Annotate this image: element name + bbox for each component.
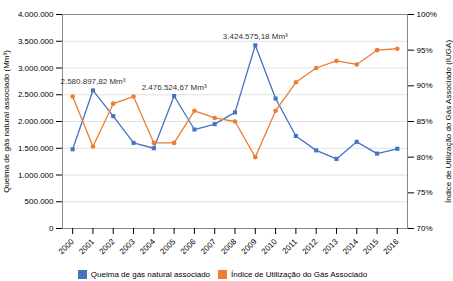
svg-text:2.580.897,82 Mm³: 2.580.897,82 Mm³ (60, 77, 125, 86)
svg-text:2012: 2012 (300, 237, 319, 256)
svg-text:1.500.000: 1.500.000 (18, 144, 54, 153)
svg-text:2013: 2013 (321, 237, 340, 256)
svg-text:70%: 70% (417, 224, 433, 233)
svg-text:2000: 2000 (57, 237, 76, 256)
svg-text:85%: 85% (417, 117, 433, 126)
svg-text:100%: 100% (417, 10, 437, 19)
svg-text:Índice de Utilização do Gás As: Índice de Utilização do Gás Associado (I… (444, 40, 453, 204)
svg-text:90%: 90% (417, 81, 433, 90)
svg-text:75%: 75% (417, 188, 433, 197)
svg-text:2015: 2015 (361, 237, 380, 256)
svg-text:3.000.000: 3.000.000 (18, 64, 54, 73)
svg-text:3.424.575,18 Mm³: 3.424.575,18 Mm³ (223, 32, 288, 41)
svg-text:Queima de gás natural associad: Queima de gás natural associado (Mm³) (2, 50, 11, 193)
svg-text:2001: 2001 (77, 237, 96, 256)
svg-text:2010: 2010 (260, 237, 279, 256)
svg-text:2006: 2006 (179, 237, 198, 256)
svg-text:2014: 2014 (341, 237, 360, 256)
svg-text:500.000: 500.000 (25, 197, 54, 206)
svg-text:3.500.000: 3.500.000 (18, 37, 54, 46)
svg-text:2.476.524,67 Mm³: 2.476.524,67 Mm³ (142, 83, 207, 92)
svg-text:4.000.000: 4.000.000 (18, 10, 54, 19)
html-text:Queima de gás natural associad: Queima de gás natural associado (90, 270, 210, 279)
svg-text:2009: 2009 (240, 237, 259, 256)
svg-text:80%: 80% (417, 153, 433, 162)
svg-text:2008: 2008 (219, 237, 238, 256)
svg-text:2.000.000: 2.000.000 (18, 117, 54, 126)
svg-text:2007: 2007 (199, 237, 218, 256)
svg-text:2005: 2005 (158, 237, 177, 256)
svg-text:0: 0 (49, 224, 54, 233)
html-text:Índice de Utilização do Gás As: Índice de Utilização do Gás Associado (231, 270, 368, 279)
svg-text:95%: 95% (417, 46, 433, 55)
svg-text:2002: 2002 (98, 237, 117, 256)
svg-text:1.000.000: 1.000.000 (18, 171, 54, 180)
svg-text:2003: 2003 (118, 237, 137, 256)
svg-text:2011: 2011 (281, 237, 300, 256)
svg-text:2.500.000: 2.500.000 (18, 90, 54, 99)
svg-text:2004: 2004 (138, 237, 157, 256)
svg-text:2016: 2016 (382, 237, 401, 256)
